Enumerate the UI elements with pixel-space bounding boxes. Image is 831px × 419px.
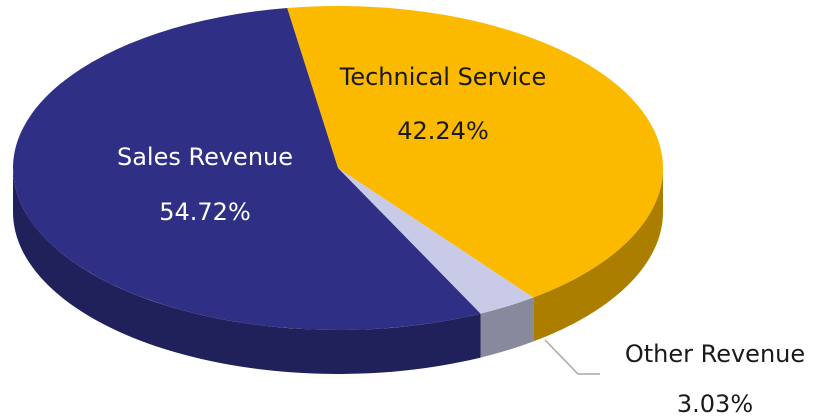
pie-slice xyxy=(287,5,664,298)
slice-label: Other Revenue xyxy=(625,340,805,368)
pie-side xyxy=(533,168,663,342)
slice-value-label: 3.03% xyxy=(677,390,753,418)
pie-side xyxy=(13,168,481,374)
slice-label: Technical Service xyxy=(339,63,547,91)
pie-slice xyxy=(12,7,481,331)
pie-side xyxy=(480,297,534,358)
pie-sides xyxy=(13,168,663,374)
labels: Technical Service 42.24% Other Revenue 3.03… xyxy=(117,63,805,418)
slice-label: Sales Revenue xyxy=(117,143,293,171)
pie-slice xyxy=(338,168,534,314)
slice-value-label: 54.72% xyxy=(159,198,251,226)
slice-value-label: 42.24% xyxy=(397,117,489,145)
pie-tops xyxy=(12,5,664,331)
leader-line xyxy=(544,339,600,375)
